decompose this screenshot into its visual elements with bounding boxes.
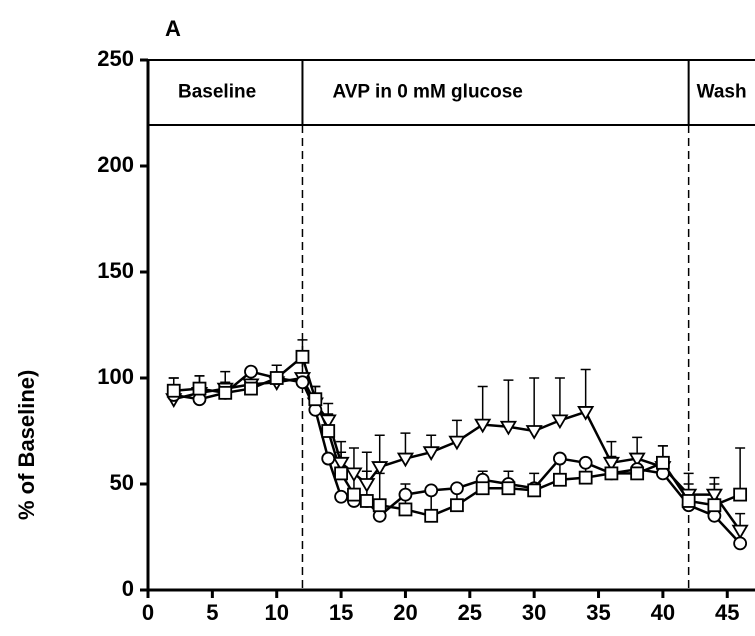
marker [347,487,361,502]
y-tick-label: 150 [97,258,134,283]
series-line [173,370,742,545]
marker [295,349,310,364]
marker [655,455,670,470]
x-tick-label: 15 [329,600,353,625]
y-tick-label: 100 [97,364,134,389]
panel-label: A [165,16,181,41]
y-axis-label: % of Baseline) [14,370,39,520]
marker [398,502,413,517]
x-tick-label: 10 [264,600,288,625]
marker [630,466,645,481]
marker [398,487,413,502]
marker [359,494,374,508]
phase-label: AVP in 0 mM glucose [332,82,522,103]
marker [450,498,464,513]
marker [602,456,620,472]
marker [244,381,258,396]
marker [424,508,439,523]
marker [731,524,749,540]
marker [424,483,439,498]
marker [448,435,466,451]
marker [396,452,415,468]
marker [192,381,207,396]
x-tick-label: 20 [393,600,417,625]
marker [553,472,567,487]
marker [345,467,363,483]
marker [358,478,376,493]
marker [474,418,492,434]
marker [604,466,619,481]
marker [578,470,593,485]
marker [707,498,722,513]
x-tick-label: 5 [206,600,218,625]
marker [499,420,517,436]
marker [332,456,350,472]
marker [578,455,593,470]
marker [295,375,310,390]
marker [705,488,723,504]
error-bar [735,447,746,495]
y-tick-label: 0 [122,576,134,601]
marker [628,452,646,468]
marker [371,461,389,476]
marker [321,424,336,438]
marker [501,481,516,496]
y-tick-label: 250 [97,46,134,71]
error-bar [580,368,591,412]
marker [218,385,233,400]
error-bar [477,385,488,425]
marker [733,536,748,551]
y-tick-label: 50 [110,470,134,495]
marker [525,425,543,440]
marker [308,392,323,407]
marker [553,451,567,466]
marker [269,371,284,385]
marker [681,494,696,508]
marker [334,466,348,481]
marker [475,481,490,496]
phase-label: Wash [697,82,747,103]
x-tick-label: 35 [586,600,610,625]
x-tick-label: 0 [142,600,154,625]
marker [372,498,387,513]
x-tick-label: 40 [651,600,675,625]
x-tick-label: 30 [522,600,546,625]
error-bar [503,379,514,427]
marker [527,483,542,498]
marker [733,487,748,502]
x-tick-label: 45 [715,600,739,625]
error-bar [554,377,565,421]
x-tick-label: 25 [458,600,482,625]
marker [319,414,337,430]
phase-label: Baseline [178,82,256,103]
marker [321,451,336,466]
marker [166,383,181,398]
marker [577,406,595,421]
marker [334,489,348,504]
error-bar [529,377,540,431]
marker [244,364,258,379]
marker [551,414,569,430]
marker [450,481,464,496]
y-tick-label: 200 [97,152,134,177]
marker [422,446,440,461]
